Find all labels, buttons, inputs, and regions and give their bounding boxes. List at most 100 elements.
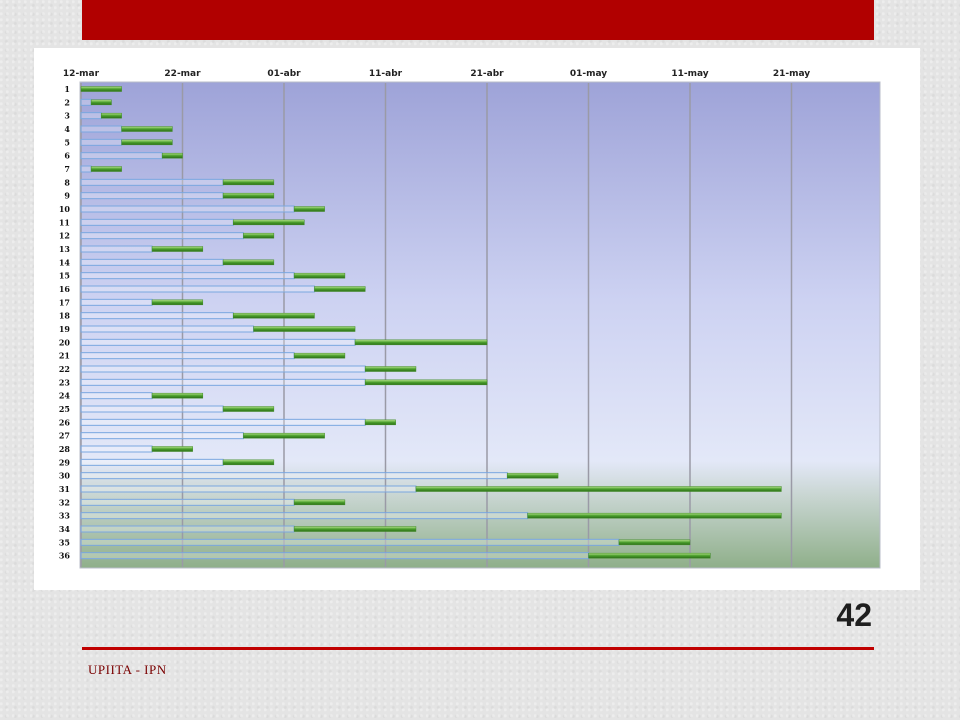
task-leader: [80, 512, 529, 520]
task-leader: [80, 552, 589, 560]
header-bar: [82, 0, 874, 40]
task-row: 25: [59, 404, 275, 414]
task-leader: [80, 432, 244, 440]
task-row: 3: [64, 111, 122, 121]
task-bar: [233, 312, 315, 319]
task-bar: [364, 366, 417, 372]
tasks: 1234567891011121314151617181920212223242…: [59, 84, 782, 561]
task-leader: [80, 298, 153, 306]
task-leader: [80, 152, 163, 160]
task-leader: [80, 125, 123, 133]
task-row: 24: [59, 391, 204, 401]
task-label: 24: [59, 391, 71, 401]
task-row: 30: [59, 471, 559, 481]
task-label: 12: [59, 231, 70, 241]
task-row: 11: [59, 217, 305, 227]
task-bar: [101, 112, 122, 119]
task-bar: [80, 86, 122, 92]
task-leader: [80, 525, 295, 533]
task-bar: [293, 352, 346, 359]
task-bar: [354, 339, 488, 346]
task-label: 35: [59, 537, 70, 547]
task-bar: [151, 246, 204, 252]
task-bar: [233, 219, 305, 226]
plot-background: [79, 81, 881, 569]
task-bar: [222, 179, 275, 186]
task-bar: [364, 419, 396, 426]
task-bar: [222, 192, 275, 199]
task-label: 7: [64, 164, 70, 174]
task-leader: [80, 218, 234, 226]
task-bar: [618, 539, 691, 546]
task-leader: [80, 472, 508, 480]
task-row: 23: [59, 377, 488, 387]
task-leader: [80, 365, 366, 373]
task-bar: [364, 379, 488, 386]
task-bar: [243, 432, 325, 439]
footer-text: UPIITA - IPN: [88, 662, 167, 677]
x-tick-label: 12-mar: [63, 69, 100, 79]
task-label: 28: [59, 444, 71, 454]
task-bar: [293, 526, 417, 532]
x-tick-label: 21-abr: [470, 69, 504, 79]
task-label: 23: [59, 377, 71, 387]
task-row: 27: [59, 431, 325, 441]
task-label: 13: [59, 244, 71, 254]
task-leader: [80, 392, 153, 400]
task-row: 16: [59, 284, 366, 294]
task-row: 21: [59, 351, 346, 361]
task-row: 35: [59, 537, 691, 547]
task-leader: [80, 378, 366, 386]
task-leader: [80, 165, 92, 173]
task-row: 18: [59, 311, 315, 321]
footer-divider: [82, 647, 874, 650]
task-row: 8: [64, 177, 275, 187]
task-leader: [80, 338, 356, 346]
task-leader: [80, 498, 295, 506]
task-row: 1: [64, 84, 122, 94]
task-leader: [80, 405, 224, 413]
task-leader: [80, 325, 255, 333]
x-tick-label: 22-mar: [164, 69, 201, 79]
task-bar: [151, 446, 193, 452]
task-row: 33: [59, 511, 782, 521]
task-row: 28: [59, 444, 193, 454]
task-bar: [527, 512, 782, 519]
task-label: 26: [59, 417, 71, 427]
task-leader: [80, 312, 234, 320]
task-label: 27: [59, 431, 70, 441]
task-row: 31: [59, 484, 782, 494]
task-leader: [80, 138, 123, 146]
task-row: 17: [59, 297, 204, 307]
task-leader: [80, 285, 315, 293]
task-label: 8: [64, 177, 70, 187]
task-label: 31: [59, 484, 70, 494]
chart-frame: 12-mar 22-mar 01-abr 11-abr 21-abr 01-may 11-m…: [34, 48, 920, 590]
task-leader: [80, 232, 244, 240]
task-leader: [80, 418, 366, 426]
task-bar: [507, 472, 559, 479]
task-leader: [80, 205, 295, 213]
task-bar: [121, 139, 173, 146]
task-leader: [80, 192, 224, 200]
task-label: 18: [59, 311, 71, 321]
task-leader: [80, 258, 224, 266]
task-label: 3: [64, 111, 70, 121]
task-leader: [80, 352, 295, 360]
task-leader: [80, 485, 417, 493]
task-row: 29: [59, 457, 275, 467]
task-label: 34: [59, 524, 71, 534]
task-leader: [80, 112, 102, 120]
task-leader: [80, 458, 224, 466]
task-bar: [243, 232, 275, 239]
x-tick-label: 11-may: [671, 69, 708, 79]
task-row: 7: [64, 164, 122, 174]
task-bar: [121, 126, 173, 132]
x-tick-label: 01-may: [570, 69, 607, 79]
task-bar: [253, 326, 356, 332]
task-label: 19: [59, 324, 71, 334]
task-leader: [80, 245, 153, 253]
task-bar: [293, 499, 346, 506]
task-row: 2: [64, 97, 112, 107]
task-row: 32: [59, 497, 346, 507]
